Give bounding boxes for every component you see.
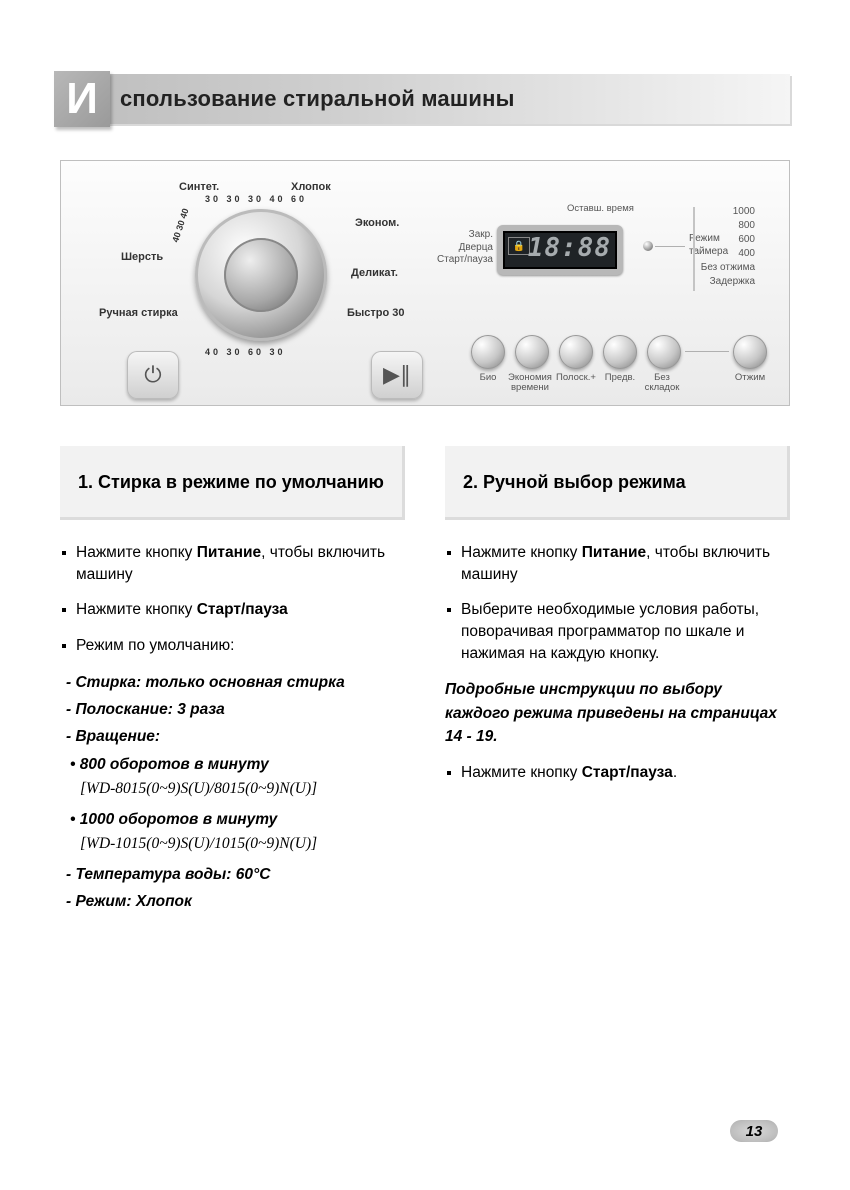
rpm-1000: • 1000 оборотов в минуту bbox=[70, 808, 405, 831]
see-pages-note: Подробные инструкции по выбору каждого р… bbox=[445, 678, 790, 748]
start-pause-button[interactable]: ▶∥ bbox=[371, 351, 423, 399]
default-rinse: - Полоскание: 3 раза bbox=[66, 698, 405, 721]
default-spin: - Вращение: bbox=[66, 725, 405, 748]
rpm-800: • 800 оборотов в минуту bbox=[70, 753, 405, 776]
default-mode: - Режим: Хлопок bbox=[66, 890, 405, 913]
power-button[interactable]: ⏻ bbox=[127, 351, 179, 399]
model-1000: [WD-1015(0~9)S(U)/1015(0~9)N(U)] bbox=[80, 835, 405, 853]
btn-bio[interactable] bbox=[471, 335, 505, 369]
prog-delicate: Деликат. bbox=[351, 267, 398, 279]
section-1-heading: 1. Стирка в режиме по умолчанию bbox=[60, 446, 405, 520]
control-panel-figure: Синтет. Хлопок Эконом. Шерсть Деликат. Р… bbox=[60, 160, 790, 406]
bullet: Нажмите кнопку Питание, чтобы включить м… bbox=[60, 542, 405, 585]
divider bbox=[655, 246, 685, 247]
lbl-rinse-plus: Полоск.+ bbox=[551, 373, 601, 383]
play-pause-icon: ▶∥ bbox=[383, 362, 411, 388]
time-display: 🔒 18:88 bbox=[497, 225, 623, 275]
lbl-no-crease: Без складок bbox=[637, 373, 687, 394]
timer-lamp bbox=[643, 241, 653, 251]
dropcap: И bbox=[54, 71, 110, 127]
lock-icon: 🔒 bbox=[508, 237, 530, 255]
bullet: Режим по умолчанию: bbox=[60, 635, 405, 657]
btn-spin[interactable] bbox=[733, 335, 767, 369]
body-columns: 1. Стирка в режиме по умолчанию Нажмите … bbox=[60, 446, 790, 918]
default-wash: - Стирка: только основная стирка bbox=[66, 671, 405, 694]
door-indicator: Закр. Дверца Старт/пауза bbox=[433, 229, 493, 267]
btn-no-crease[interactable] bbox=[647, 335, 681, 369]
btn-time-save[interactable] bbox=[515, 335, 549, 369]
bullet: Выберите необходимые условия работы, пов… bbox=[445, 599, 790, 664]
divider bbox=[685, 351, 729, 352]
program-dial[interactable] bbox=[195, 209, 327, 341]
prog-quick30: Быстро 30 bbox=[347, 307, 405, 319]
column-right: 2. Ручной выбор режима Нажмите кнопку Пи… bbox=[445, 446, 790, 918]
column-left: 1. Стирка в режиме по умолчанию Нажмите … bbox=[60, 446, 405, 918]
page-header: И спользование стиральной машины bbox=[60, 74, 790, 124]
page-number: 13 bbox=[730, 1120, 778, 1142]
spin-scale: 1000 800 600 400 Без отжима Задержка bbox=[701, 205, 755, 289]
time-remaining-caption: Оставш. время bbox=[567, 203, 634, 215]
lbl-time-save: Экономия времени bbox=[505, 373, 555, 394]
lbl-spin: Отжим bbox=[725, 373, 775, 383]
prog-handwash: Ручная стирка bbox=[99, 307, 178, 319]
bullet: Нажмите кнопку Питание, чтобы включить м… bbox=[445, 542, 790, 585]
default-temp: - Температура воды: 60°C bbox=[66, 863, 405, 886]
page-title: спользование стиральной машины bbox=[120, 86, 515, 112]
section-2-heading: 2. Ручной выбор режима bbox=[445, 446, 790, 520]
time-digits: 18:88 bbox=[528, 233, 611, 263]
btn-rinse-plus[interactable] bbox=[559, 335, 593, 369]
prog-wool: Шерсть bbox=[121, 251, 163, 263]
temp-row-bot: 40 30 60 30 bbox=[205, 347, 286, 357]
model-800: [WD-8015(0~9)S(U)/8015(0~9)N(U)] bbox=[80, 780, 405, 798]
bullet: Нажмите кнопку Старт/пауза. bbox=[445, 762, 790, 784]
temp-row-top: 30 30 30 40 60 bbox=[205, 194, 307, 204]
prog-cotton: Хлопок bbox=[291, 181, 331, 193]
bullet: Нажмите кнопку Старт/пауза bbox=[60, 599, 405, 621]
power-icon: ⏻ bbox=[144, 362, 161, 388]
temp-row-left: 40 30 40 bbox=[170, 207, 190, 243]
btn-prewash[interactable] bbox=[603, 335, 637, 369]
prog-econom: Эконом. bbox=[355, 217, 399, 229]
prog-synthetic: Синтет. bbox=[179, 181, 219, 193]
